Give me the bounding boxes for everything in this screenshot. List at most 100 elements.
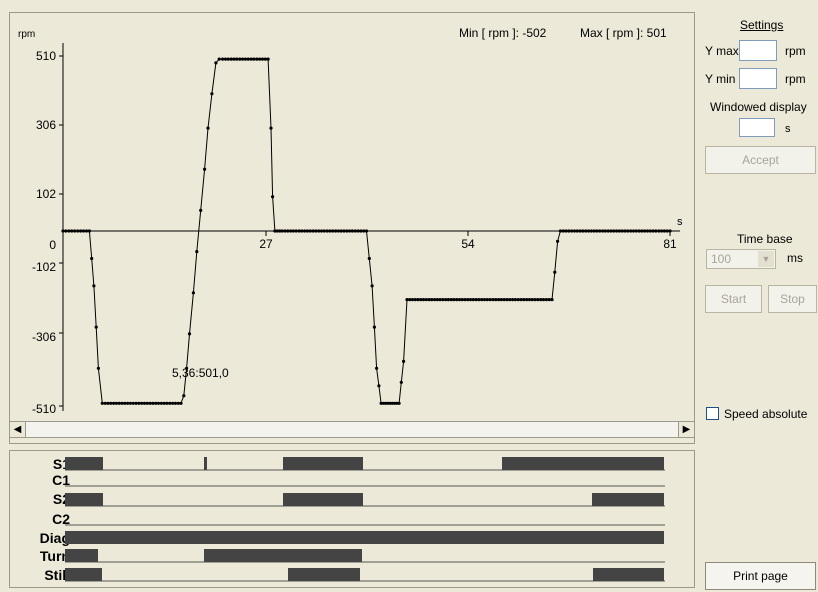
data-point	[553, 270, 557, 274]
data-point	[182, 394, 186, 398]
signal-label-still: Still	[44, 567, 70, 583]
speed-series	[61, 57, 672, 405]
data-point	[206, 126, 210, 130]
data-point	[142, 401, 147, 405]
data-point	[240, 57, 245, 61]
data-point	[541, 298, 546, 302]
chevron-down-icon[interactable]: ▼	[758, 251, 774, 267]
data-point	[567, 229, 571, 233]
time-base-select[interactable]: 100 ▼	[706, 249, 776, 269]
data-point	[452, 298, 456, 302]
max-readout: Max [ rpm ]: 501	[580, 26, 667, 40]
data-point	[131, 401, 135, 405]
print-page-button[interactable]: Print page	[705, 562, 816, 590]
data-point	[223, 57, 228, 61]
data-point	[214, 61, 218, 65]
data-point	[586, 229, 591, 233]
ymin-input[interactable]	[739, 68, 777, 89]
data-point	[176, 401, 180, 405]
speed-absolute-checkbox[interactable]	[706, 407, 719, 420]
data-point	[195, 250, 199, 254]
data-point	[660, 229, 664, 233]
windowed-display-input[interactable]	[739, 118, 775, 137]
min-readout: Min [ rpm ]: -502	[459, 26, 547, 40]
data-point	[668, 229, 672, 233]
data-point	[246, 57, 250, 61]
data-point	[84, 229, 89, 233]
data-point	[185, 366, 189, 370]
data-point	[79, 229, 83, 233]
data-point	[499, 298, 503, 302]
accept-button[interactable]: Accept	[705, 146, 816, 174]
data-point	[339, 229, 343, 233]
data-point	[249, 57, 253, 61]
windowed-unit: s	[785, 123, 791, 135]
signal-still-high	[288, 568, 360, 581]
data-point	[278, 229, 282, 233]
data-point	[345, 229, 349, 233]
ymax-label: Y max	[705, 44, 739, 58]
data-point	[477, 298, 481, 302]
y-tick-label: 0	[49, 238, 56, 252]
scroll-right-icon[interactable]: ▶	[678, 422, 694, 437]
data-point	[623, 229, 627, 233]
data-point	[446, 298, 450, 302]
data-point	[319, 229, 324, 233]
data-point	[399, 380, 403, 384]
y-tick-label: -102	[32, 260, 56, 274]
data-point	[480, 298, 484, 302]
horizontal-scrollbar[interactable]: ◀ ▶	[9, 421, 695, 438]
signal-still-high	[65, 568, 102, 581]
y-tick-label: 102	[36, 187, 56, 201]
start-button[interactable]: Start	[705, 285, 762, 313]
data-point	[564, 229, 568, 233]
x-tick-label: 54	[461, 237, 475, 251]
signal-still-high	[593, 568, 664, 581]
ymax-input[interactable]	[739, 40, 777, 61]
data-point	[325, 229, 329, 233]
data-point	[94, 325, 98, 329]
data-point	[502, 298, 506, 302]
data-point	[654, 229, 658, 233]
data-point	[134, 401, 138, 405]
signal-turn-high	[65, 549, 98, 562]
data-point	[410, 298, 415, 302]
stop-button[interactable]: Stop	[768, 285, 817, 313]
data-point	[348, 229, 352, 233]
data-point	[390, 401, 394, 405]
windowed-display-label: Windowed display	[710, 100, 807, 114]
ymin-label: Y min	[705, 72, 736, 86]
data-point	[154, 401, 158, 405]
data-point	[120, 401, 124, 405]
data-point	[271, 195, 275, 199]
data-point	[648, 229, 652, 233]
data-point	[662, 229, 667, 233]
data-point	[260, 57, 265, 61]
data-point	[393, 401, 397, 405]
data-point	[620, 229, 624, 233]
data-point	[165, 401, 169, 405]
data-point	[466, 298, 470, 302]
speed-chart: rpm 510 306 102 0 -102 -306 -510 27 54 8…	[18, 26, 683, 416]
data-point	[397, 401, 401, 405]
scroll-left-icon[interactable]: ◀	[10, 422, 26, 437]
data-point	[612, 229, 616, 233]
data-point	[162, 401, 166, 405]
signal-s1-high	[502, 457, 664, 470]
data-point	[137, 401, 141, 405]
signal-s2-high	[283, 493, 363, 506]
data-point	[578, 229, 582, 233]
data-point	[151, 401, 155, 405]
data-point	[64, 229, 68, 233]
data-point	[328, 229, 332, 233]
data-point	[433, 298, 437, 302]
data-point	[634, 229, 638, 233]
data-point	[421, 298, 426, 302]
data-point	[386, 401, 390, 405]
data-point	[263, 57, 267, 61]
data-point	[229, 57, 233, 61]
data-point	[283, 229, 287, 233]
data-point	[513, 298, 517, 302]
data-point	[300, 229, 304, 233]
data-point	[266, 57, 270, 61]
